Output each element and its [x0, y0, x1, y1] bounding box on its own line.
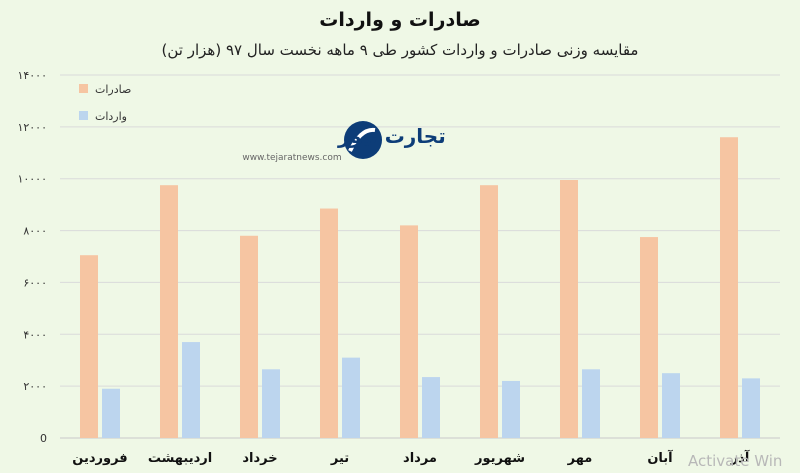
legend-label-exports: صادرات [95, 83, 131, 96]
x-category-label: فروردین [72, 451, 127, 466]
bar-imports [102, 388, 120, 438]
bar-exports [240, 235, 258, 438]
legend-swatch-imports [79, 111, 88, 120]
bar-imports [742, 378, 760, 438]
bars [80, 137, 760, 438]
y-tick-label: ۲۰۰۰ [23, 380, 47, 393]
y-tick-label: ۶۰۰۰ [23, 276, 47, 289]
bar-exports [320, 208, 338, 438]
y-tick-label: 0 [40, 432, 47, 445]
bar-imports [662, 373, 680, 438]
x-category-label: آذر [730, 449, 750, 466]
bar-exports [560, 180, 578, 438]
y-tick-label: ۱۰۰۰۰ [17, 173, 47, 186]
x-category-label: تیر [330, 451, 349, 466]
bar-exports [160, 185, 178, 438]
y-tick-label: ۱۲۰۰۰ [17, 121, 47, 134]
legend-label-imports: واردات [95, 110, 127, 123]
watermark-url: www.tejaratnews.com [242, 153, 341, 163]
watermark-brand: تجارت نیوز [337, 124, 446, 148]
y-tick-label: ۸۰۰۰ [23, 225, 47, 238]
bar-exports [720, 137, 738, 438]
chart-title: صادرات و واردات [319, 9, 480, 31]
x-axis-labels: فروردین اردیبهشت خرداد تیر مرداد شهریور مهر آبا… [72, 449, 750, 466]
bar-exports [80, 255, 98, 438]
logo-swoosh [348, 127, 376, 152]
x-category-label: آبان [647, 449, 673, 466]
bar-exports [400, 225, 418, 438]
bar-imports [182, 342, 200, 438]
y-tick-label: ۴۰۰۰ [23, 328, 47, 341]
legend: صادرات واردات [79, 83, 131, 123]
y-axis-ticks: 0 ۲۰۰۰ ۴۰۰۰ ۶۰۰۰ ۸۰۰۰ ۱۰۰۰۰ ۱۲۰۰۰ ۱۴۰۰۰ [17, 69, 47, 445]
bar-exports [640, 237, 658, 438]
chart-subtitle: مقایسه وزنی صادرات و واردات کشور طی ۹ ما… [162, 41, 639, 59]
y-tick-label: ۱۴۰۰۰ [17, 69, 47, 82]
bar-exports [480, 185, 498, 438]
legend-swatch-exports [79, 84, 88, 93]
x-category-label: اردیبهشت [148, 451, 212, 466]
bar-imports [262, 369, 280, 438]
x-category-label: مرداد [403, 451, 437, 466]
gridlines [60, 74, 780, 439]
bar-imports [502, 380, 520, 438]
x-category-label: خرداد [242, 451, 277, 466]
bar-imports [582, 369, 600, 438]
watermark-logo: تجارت نیوز www.tejaratnews.com [242, 121, 446, 163]
x-category-label: مهر [567, 451, 593, 466]
bar-imports [342, 357, 360, 438]
activate-windows-watermark: Activate Win [688, 452, 782, 470]
x-category-label: شهریور [474, 451, 525, 466]
bar-imports [422, 377, 440, 438]
